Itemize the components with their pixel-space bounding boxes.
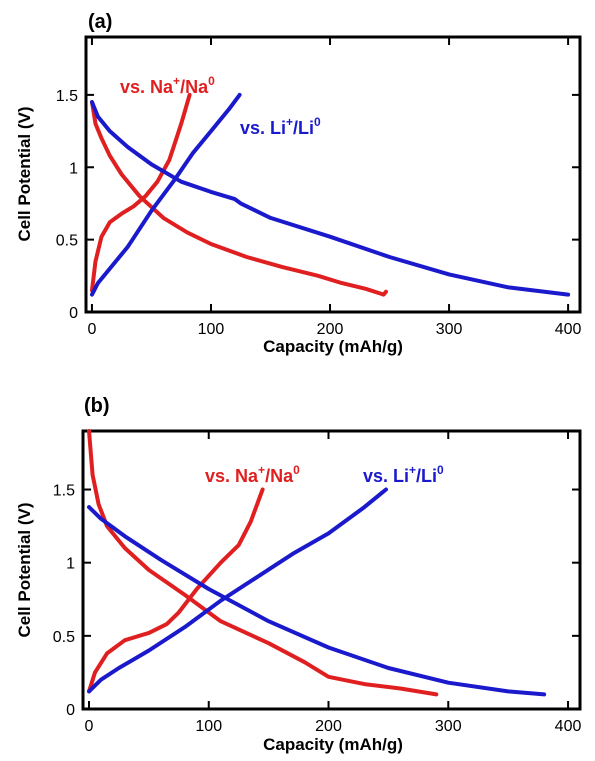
series-line-li-discharge-b bbox=[87, 505, 547, 697]
series-label-li-a: vs. Li+/Li0 bbox=[240, 115, 321, 138]
series-label-li-a-part3: /Li bbox=[293, 118, 314, 138]
y-tick-label-b-0: 0 bbox=[66, 702, 75, 719]
ticks-a: 0 100 200 300 400 0 0.5 1 1.5 bbox=[56, 37, 582, 338]
series-label-na-a-part4: 0 bbox=[208, 74, 215, 88]
series-label-na-a: vs. Na+/Na0 bbox=[120, 74, 215, 97]
series-label-li-b: vs. Li+/Li0 bbox=[363, 463, 444, 486]
series-label-na-b-part1: vs. Na bbox=[205, 466, 259, 486]
series-label-li-a-part2: + bbox=[286, 115, 293, 129]
series-label-na-a-part1: vs. Na bbox=[120, 77, 174, 97]
panel-b: (b) 0 100 200 300 400 0 0.5 1 1.5 Capacity (mAh/… bbox=[15, 395, 582, 754]
y-tick-label-a-3: 1.5 bbox=[56, 88, 78, 105]
x-axis-label-a: Capacity (mAh/g) bbox=[263, 337, 403, 356]
series-label-na-a-part3: /Na bbox=[180, 77, 209, 97]
series-line-li-discharge-a bbox=[90, 100, 571, 297]
series-line-na-discharge-a bbox=[90, 100, 388, 297]
plot-frame-b bbox=[81, 429, 582, 711]
x-tick-label-b-0: 0 bbox=[85, 718, 94, 735]
series-group-a bbox=[90, 92, 571, 297]
panel-label-b: (b) bbox=[84, 395, 110, 417]
series-label-na-b-part2: + bbox=[258, 463, 265, 477]
y-axis-label-b: Cell Potential (V) bbox=[15, 502, 34, 637]
series-label-na-b: vs. Na+/Na0 bbox=[205, 463, 300, 486]
series-line-na-charge-b bbox=[87, 487, 265, 694]
series-line-na-discharge-b bbox=[87, 429, 439, 697]
series-line-li-charge-b bbox=[87, 487, 388, 694]
x-axis-label-b: Capacity (mAh/g) bbox=[263, 735, 403, 754]
series-label-na-b-part3: /Na bbox=[265, 466, 294, 486]
series-label-na-b-part4: 0 bbox=[293, 463, 300, 477]
y-axis-label-a: Cell Potential (V) bbox=[15, 106, 34, 241]
series-label-li-b-part4: 0 bbox=[437, 463, 444, 477]
x-tick-label-b-1: 100 bbox=[195, 718, 222, 735]
series-label-li-a-part4: 0 bbox=[314, 115, 321, 129]
panel-label-a: (a) bbox=[88, 11, 112, 33]
ticks-b: 0 100 200 300 400 0 0.5 1 1.5 bbox=[53, 431, 582, 735]
series-group-b bbox=[87, 429, 547, 697]
x-tick-label-a-4: 400 bbox=[555, 321, 582, 338]
x-tick-label-a-0: 0 bbox=[87, 321, 96, 338]
series-line-li-charge-a bbox=[90, 92, 242, 297]
y-tick-label-a-0: 0 bbox=[69, 305, 78, 322]
x-tick-label-a-3: 300 bbox=[436, 321, 463, 338]
x-tick-label-b-4: 400 bbox=[555, 718, 582, 735]
series-label-na-a-part2: + bbox=[173, 74, 180, 88]
y-tick-label-a-2: 1 bbox=[69, 160, 78, 177]
series-label-li-b-part3: /Li bbox=[416, 466, 437, 486]
y-tick-label-b-3: 1.5 bbox=[53, 483, 75, 500]
series-line-na-charge-a bbox=[90, 92, 192, 293]
panel-a: (a) 0 100 200 300 400 0 0.5 1 1.5 Capacity (mAh/… bbox=[15, 11, 582, 356]
y-tick-label-a-1: 0.5 bbox=[56, 233, 78, 250]
series-label-li-b-part2: + bbox=[409, 463, 416, 477]
y-tick-label-b-1: 0.5 bbox=[53, 629, 75, 646]
x-tick-label-b-3: 300 bbox=[435, 718, 462, 735]
x-tick-label-a-2: 200 bbox=[317, 321, 344, 338]
series-label-li-a-part1: vs. Li bbox=[240, 118, 286, 138]
y-tick-label-b-2: 1 bbox=[66, 556, 75, 573]
x-tick-label-a-1: 100 bbox=[198, 321, 225, 338]
series-label-li-b-part1: vs. Li bbox=[363, 466, 409, 486]
plot-frame-a bbox=[84, 35, 582, 314]
x-tick-label-b-2: 200 bbox=[315, 718, 342, 735]
